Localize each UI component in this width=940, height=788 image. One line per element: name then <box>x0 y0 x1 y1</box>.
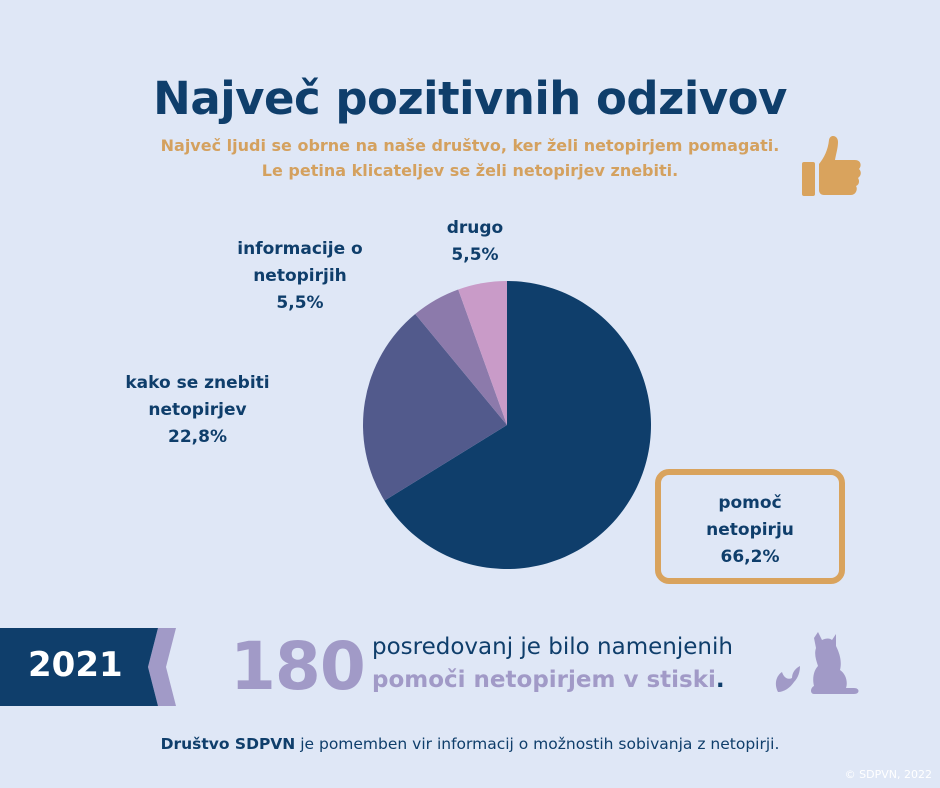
pie-slice-drugo <box>458 281 507 425</box>
mediation-count: 180 <box>230 628 366 705</box>
label-pomoc-netopirju: pomoč netopirju 66,2% <box>685 490 815 571</box>
label-drugo: drugo 5,5% <box>415 215 535 269</box>
cat-icon <box>811 632 859 694</box>
subtitle: Največ ljudi se obrne na naše društvo, k… <box>120 133 820 183</box>
year-ribbon <box>0 628 176 706</box>
subtitle-line-1: Največ ljudi se obrne na naše društvo, k… <box>160 136 780 155</box>
label-pomoc-line1: pomoč <box>718 493 782 513</box>
copyright: © SDPVN, 2022 <box>844 768 932 781</box>
bat-icon <box>775 666 800 692</box>
label-informacije-line2: netopirjih <box>253 266 347 286</box>
pie-slice-pomoc-netopirju <box>384 281 651 570</box>
subtitle-line-2: Le petina klicateljev se želi netopirjev… <box>261 161 679 180</box>
label-drugo-value: 5,5% <box>451 245 499 265</box>
pie-slice-informacije <box>415 289 507 425</box>
page-title: Največ pozitivnih odzivov <box>153 72 787 125</box>
label-znebiti-line2: netopirjev <box>148 400 247 420</box>
label-informacije: informacije o netopirjih 5,5% <box>215 236 385 317</box>
label-drugo-line1: drugo <box>446 218 504 238</box>
label-informacije-value: 5,5% <box>276 293 324 313</box>
label-znebiti-value: 22,8% <box>168 427 227 447</box>
pie-slice-kako-se-znebiti <box>363 314 507 501</box>
stat-line-1: posredovanj je bilo namenjenih <box>372 634 733 660</box>
year-label: 2021 <box>28 645 123 685</box>
footer-rest: je pomemben vir informacij o možnostih s… <box>295 735 780 753</box>
label-pomoc-value: 66,2% <box>720 547 780 567</box>
stat-line-2-text: pomoči netopirjem v stiski <box>372 667 716 693</box>
thumbs-up-icon <box>802 136 861 196</box>
animals-illustration <box>775 632 859 694</box>
footer-org: Društvo SDPVN <box>160 735 296 753</box>
stat-line-2: pomoči netopirjem v stiski. <box>372 667 725 693</box>
highlight-box <box>655 469 845 584</box>
label-pomoc-line2: netopirju <box>706 520 794 540</box>
label-informacije-line1: informacije o <box>237 239 363 259</box>
stat-line-2-period: . <box>715 667 725 693</box>
label-kako-se-znebiti: kako se znebiti netopirjev 22,8% <box>105 370 290 451</box>
label-znebiti-line1: kako se znebiti <box>125 373 270 393</box>
footer-text: Društvo SDPVN je pomemben vir informacij… <box>0 735 940 753</box>
